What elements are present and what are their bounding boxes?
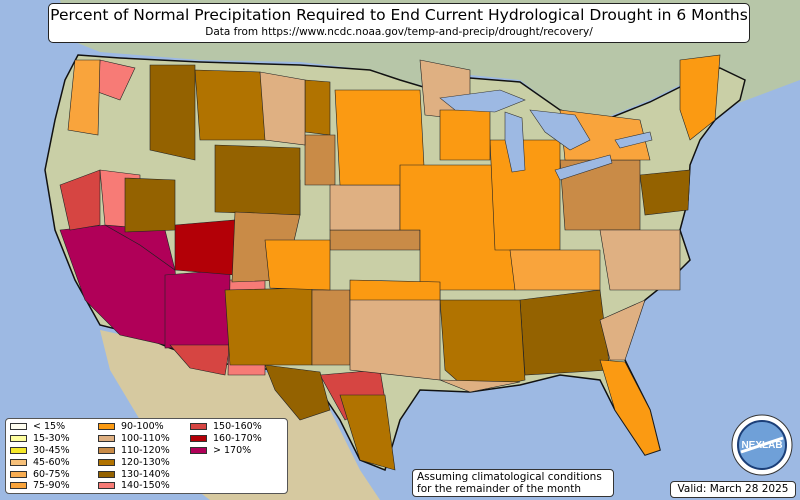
legend-swatch [98, 458, 115, 466]
note-box: Assuming climatological conditions for t… [412, 469, 614, 497]
legend-swatch [10, 446, 27, 454]
legend-item: 140-150% [98, 480, 190, 492]
legend-label: 30-45% [33, 444, 70, 456]
legend-item: 90-100% [98, 421, 190, 433]
legend-item: 15-30% [10, 433, 98, 445]
legend-swatch [98, 482, 115, 490]
legend-swatch [190, 435, 207, 443]
legend-item: 30-45% [10, 445, 98, 457]
legend-item: 75-90% [10, 480, 98, 492]
precip-regions [59, 54, 721, 471]
legend-label: 110-120% [121, 444, 170, 456]
legend-label: 75-90% [33, 480, 70, 492]
legend-label: 140-150% [121, 480, 170, 492]
legend-label: 150-160% [213, 421, 262, 433]
legend-label: 130-140% [121, 468, 170, 480]
legend-swatch [10, 458, 27, 466]
legend-item: 60-75% [10, 468, 98, 480]
legend-item: 130-140% [98, 468, 190, 480]
legend-item: > 170% [190, 445, 288, 457]
legend-item: 45-60% [10, 456, 98, 468]
map-title: Percent of Normal Precipitation Required… [50, 6, 748, 24]
legend-item: 150-160% [190, 421, 288, 433]
map-subtitle: Data from https://www.ncdc.noaa.gov/temp… [205, 26, 593, 38]
legend-swatch [98, 446, 115, 454]
legend-label: 100-110% [121, 433, 170, 445]
title-box: Percent of Normal Precipitation Required… [48, 3, 750, 43]
legend-label: 160-170% [213, 433, 262, 445]
legend-label: 45-60% [33, 456, 70, 468]
legend-label: 60-75% [33, 468, 70, 480]
legend-item: < 15% [10, 421, 98, 433]
legend-label: 15-30% [33, 433, 70, 445]
legend-label: > 170% [213, 444, 252, 456]
note-line-2: for the remainder of the month [417, 483, 582, 495]
valid-date: Valid: March 28 2025 [670, 481, 796, 498]
legend-swatch [190, 423, 207, 431]
great-lakes [439, 89, 653, 181]
legend-swatch [190, 446, 207, 454]
legend-label: < 15% [33, 421, 66, 433]
legend-swatch [98, 423, 115, 431]
legend-swatch [10, 423, 27, 431]
legend: < 15% 15-30% 30-45% 45-60% 60-75% 75-90% 90-10… [5, 418, 288, 494]
legend-item: 160-170% [190, 433, 288, 445]
legend-swatch [10, 482, 27, 490]
note-line-1: Assuming climatological conditions [417, 471, 602, 483]
legend-swatch [98, 470, 115, 478]
legend-label: 120-130% [121, 456, 170, 468]
legend-label: 90-100% [121, 421, 164, 433]
nexlab-logo: NEXLAB [731, 414, 793, 476]
logo-text: NEXLAB [741, 440, 782, 451]
legend-item: 110-120% [98, 445, 190, 457]
legend-swatch [98, 435, 115, 443]
legend-item: 100-110% [98, 433, 190, 445]
legend-swatch [10, 470, 27, 478]
legend-swatch [10, 435, 27, 443]
legend-item: 120-130% [98, 456, 190, 468]
